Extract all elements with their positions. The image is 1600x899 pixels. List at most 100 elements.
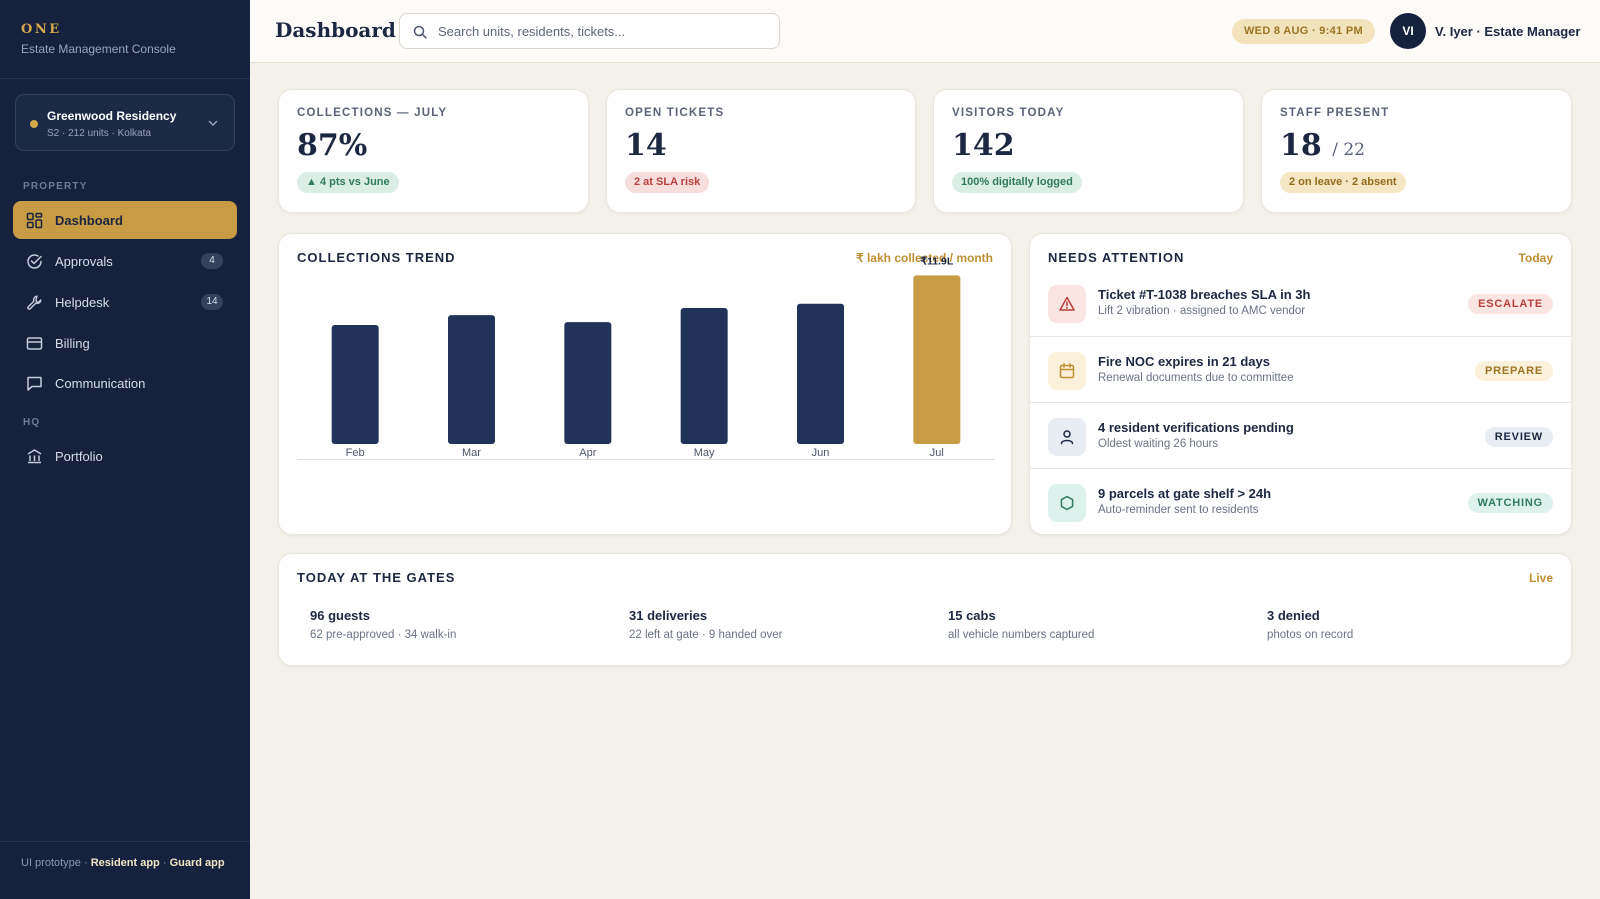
collections-bar-chart: Feb Mar Apr May Jun Jul ₹11.9L: [297, 255, 995, 460]
chart-unit-label: ₹ lakh collected / month: [856, 251, 993, 265]
card-meta: Today: [1518, 251, 1553, 265]
divider: [0, 78, 250, 79]
sidebar-item-label: Dashboard: [55, 212, 123, 228]
stat-number: 18: [1280, 128, 1322, 163]
chart-bar-apr[interactable]: [564, 322, 612, 444]
top-bar: Dashboard Search units, residents, ticke…: [250, 0, 1600, 63]
count-badge: 4: [201, 253, 223, 269]
item-title: 4 resident verifications pending: [1098, 420, 1294, 435]
sidebar-item-label: Approvals: [55, 253, 113, 269]
gate-stat-subtitle: all vehicle numbers captured: [948, 629, 1095, 641]
person-icon: [1048, 418, 1086, 456]
risk-badge: 2 at SLA risk: [625, 172, 710, 193]
x-tick-label: May: [694, 447, 715, 459]
watching-button[interactable]: WATCHING: [1467, 493, 1553, 513]
sidebar-item-label: Portfolio: [55, 448, 103, 464]
status-dot: [30, 120, 38, 128]
stat-label: VISITORS TODAY: [952, 107, 1065, 119]
chart-bar-may[interactable]: [680, 308, 728, 444]
status-badge: 2 on leave · 2 absent: [1280, 172, 1406, 193]
stat-value: 18 / 22: [1280, 128, 1365, 163]
stat-label: STAFF PRESENT: [1280, 107, 1390, 119]
stat-denominator: / 22: [1332, 140, 1365, 160]
gate-stat-deliveries[interactable]: 31 deliveries 22 left at gate · 9 handed…: [629, 608, 782, 641]
page-title: Dashboard: [275, 18, 396, 42]
gate-stat-title: 15 cabs: [948, 608, 996, 623]
needs-attention-card: NEEDS ATTENTION Today Ticket #T-1038 bre…: [1029, 233, 1572, 535]
sidebar: ONE Estate Management Console Greenwood …: [0, 0, 250, 899]
chart-bar-jul[interactable]: [913, 275, 961, 444]
card-title: COLLECTIONS TREND: [297, 250, 456, 265]
gate-stat-denied[interactable]: 3 denied photos on record: [1267, 608, 1353, 641]
card-title: NEEDS ATTENTION: [1048, 250, 1185, 265]
list-item[interactable]: 4 resident verifications pending Oldest …: [1030, 402, 1571, 468]
prepare-button[interactable]: PREPARE: [1475, 361, 1553, 381]
gate-stat-subtitle: photos on record: [1267, 629, 1354, 641]
sidebar-item-helpdesk[interactable]: Helpdesk 14: [13, 283, 237, 321]
section-label-property: PROPERTY: [23, 181, 88, 192]
x-tick-label: Feb: [346, 447, 365, 459]
gate-stat-title: 31 deliveries: [629, 608, 708, 623]
stat-card-staff[interactable]: STAFF PRESENT 18 / 22 2 on leave · 2 abs…: [1261, 89, 1572, 213]
chart-bar-feb[interactable]: [331, 325, 379, 444]
gate-stat-subtitle: 22 left at gate · 9 handed over: [629, 629, 783, 641]
credit-card-icon: [25, 334, 43, 352]
guard-app-link[interactable]: Guard app: [169, 857, 225, 869]
sidebar-item-label: Helpdesk: [55, 294, 110, 310]
property-name: Greenwood Residency: [47, 109, 177, 123]
sidebar-item-portfolio[interactable]: Portfolio: [13, 437, 237, 475]
status-badge: 100% digitally logged: [952, 172, 1082, 193]
stat-card-open-tickets[interactable]: OPEN TICKETS 14 2 at SLA risk: [606, 89, 916, 213]
collections-trend-card: COLLECTIONS TREND ₹ lakh collected / mon…: [278, 233, 1012, 535]
list-item[interactable]: Ticket #T-1038 breaches SLA in 3h Lift 2…: [1030, 270, 1571, 336]
stat-value: 142: [952, 128, 1015, 163]
brand-name: ONE: [21, 22, 62, 37]
item-title: Fire NOC expires in 21 days: [1098, 354, 1270, 369]
brand-subtitle: Estate Management Console: [21, 42, 176, 56]
sidebar-item-communication[interactable]: Communication: [13, 364, 237, 402]
review-button[interactable]: REVIEW: [1484, 427, 1553, 447]
live-indicator: Live: [1528, 571, 1553, 585]
gate-stat-subtitle: 62 pre-approved · 34 walk-in: [310, 629, 457, 641]
gate-stat-cabs[interactable]: 15 cabs all vehicle numbers captured: [948, 608, 1094, 641]
brand[interactable]: ONE Estate Management Console: [21, 22, 176, 56]
sidebar-item-approvals[interactable]: Approvals 4: [13, 242, 237, 280]
check-circle-icon: [25, 252, 43, 270]
sidebar-item-label: Billing: [55, 335, 90, 351]
avatar[interactable]: VI: [1390, 13, 1426, 49]
list-item[interactable]: Fire NOC expires in 21 days Renewal docu…: [1030, 336, 1571, 402]
data-label: ₹11.9L: [920, 255, 954, 267]
gate-stat-title: 3 denied: [1267, 608, 1320, 623]
x-tick-label: Apr: [579, 447, 596, 459]
item-subtitle: Renewal documents due to committee: [1098, 372, 1294, 384]
stat-label: OPEN TICKETS: [625, 107, 725, 119]
trend-badge: ▲ 4 pts vs June: [297, 172, 399, 193]
escalate-button[interactable]: ESCALATE: [1468, 294, 1553, 314]
sidebar-item-dashboard[interactable]: Dashboard: [13, 201, 237, 239]
item-subtitle: Auto-reminder sent to residents: [1098, 504, 1259, 516]
sidebar-footer: UI prototype · Resident app · Guard app: [21, 856, 236, 870]
user-name[interactable]: V. Iyer · Estate Manager: [1435, 24, 1581, 39]
gate-stat-guests[interactable]: 96 guests 62 pre-approved · 34 walk-in: [310, 608, 456, 641]
stat-value: 87%: [297, 128, 368, 163]
search-input[interactable]: Search units, residents, tickets...: [399, 13, 780, 49]
divider: [0, 841, 250, 842]
gates-card: TODAY AT THE GATES Live 96 guests 62 pre…: [278, 553, 1572, 666]
calendar-icon: [1048, 352, 1086, 390]
chart-bar-jun[interactable]: [797, 303, 844, 444]
stat-card-visitors[interactable]: VISITORS TODAY 142 100% digitally logged: [933, 89, 1244, 213]
resident-app-link[interactable]: Resident app: [90, 857, 160, 869]
footer-prefix: UI prototype ·: [21, 857, 88, 869]
item-title: 9 parcels at gate shelf > 24h: [1098, 486, 1272, 501]
property-switcher[interactable]: Greenwood Residency S2 · 212 units · Kol…: [15, 94, 235, 151]
chart-bar-mar[interactable]: [448, 315, 495, 444]
sidebar-item-billing[interactable]: Billing: [13, 324, 237, 362]
x-tick-label: Jul: [930, 447, 944, 459]
bank-icon: [25, 447, 43, 465]
item-subtitle: Oldest waiting 26 hours: [1098, 438, 1219, 450]
x-tick-label: Mar: [462, 447, 481, 459]
datetime-badge: WED 8 AUG · 9:41 PM: [1232, 19, 1375, 44]
list-item[interactable]: 9 parcels at gate shelf > 24h Auto-remin…: [1030, 468, 1571, 534]
stat-card-collections[interactable]: COLLECTIONS — JULY 87% ▲ 4 pts vs June: [278, 89, 589, 213]
property-details: S2 · 212 units · Kolkata: [47, 128, 151, 139]
